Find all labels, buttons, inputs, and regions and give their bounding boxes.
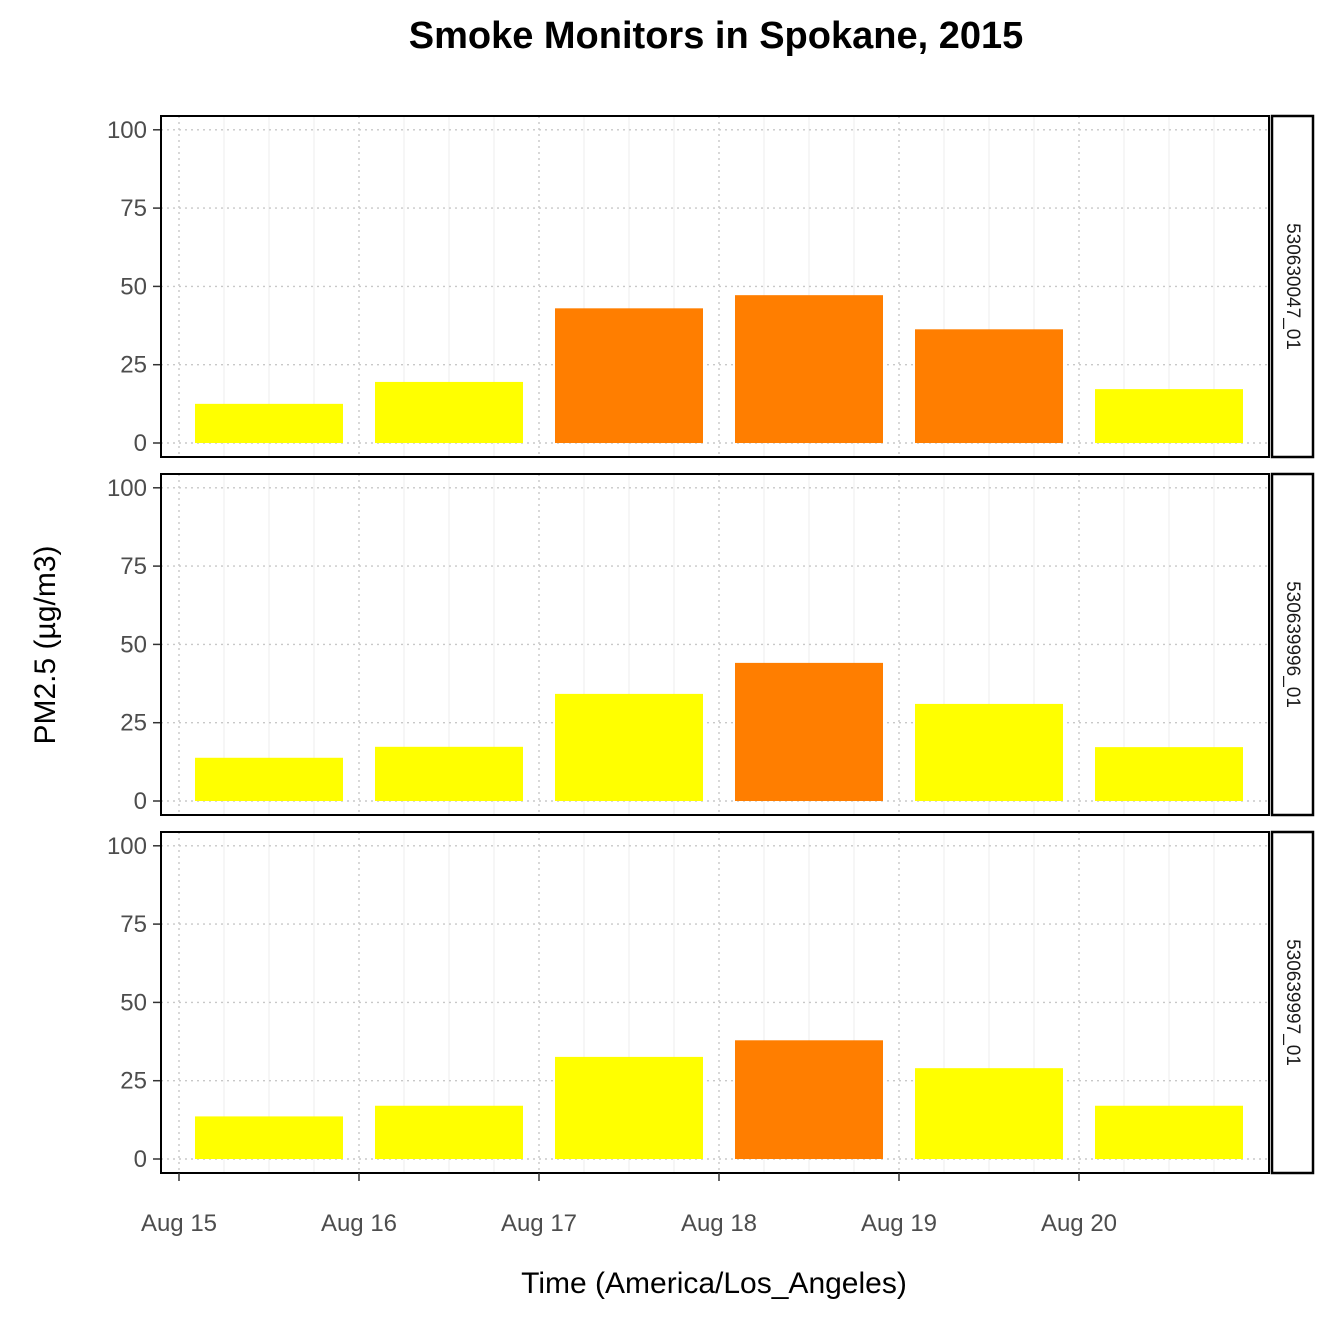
bar-aug-15 <box>195 403 343 443</box>
y-tick-label: 100 <box>107 117 147 144</box>
y-tick-label: 50 <box>120 631 147 658</box>
bar-aug-20 <box>1095 389 1243 443</box>
facet-strip-label: 530639997_01 <box>1282 939 1303 1066</box>
bar-aug-18 <box>735 295 883 443</box>
bar-aug-16 <box>375 1105 523 1159</box>
x-tick-label: Aug 19 <box>861 1210 937 1237</box>
y-tick-label: 75 <box>120 195 147 222</box>
y-tick-label: 25 <box>120 1068 147 1095</box>
panel-border <box>160 115 1270 458</box>
bar-aug-20 <box>1095 747 1243 801</box>
x-tick-label: Aug 16 <box>321 1210 397 1237</box>
bar-aug-19 <box>915 703 1063 801</box>
panel-530639997_01: 0 25 50 75 100 530639997_01 <box>107 830 1315 1175</box>
bar-aug-16 <box>375 381 523 443</box>
bar-aug-15 <box>195 1116 343 1159</box>
facet-strip <box>1270 830 1315 1175</box>
panel-530639996_01: 0 25 50 75 100 530639996_01 <box>107 472 1315 817</box>
y-tick-label: 0 <box>134 788 147 815</box>
x-tick-label: Aug 15 <box>141 1210 217 1237</box>
y-tick-label: 75 <box>120 553 147 580</box>
facet-strip-label: 530639996_01 <box>1282 581 1303 708</box>
y-tick-label: 25 <box>120 352 147 379</box>
y-tick-label: 50 <box>120 273 147 300</box>
x-tick-label: Aug 20 <box>1041 1210 1117 1237</box>
x-axis-title: Time (America/Los_Angeles) <box>521 1267 907 1300</box>
panel-border <box>160 831 1270 1174</box>
bar-aug-18 <box>735 662 883 801</box>
chart-title: Smoke Monitors in Spokane, 2015 <box>409 15 1024 57</box>
bar-aug-17 <box>555 308 703 443</box>
y-tick-label: 100 <box>107 833 147 860</box>
bar-aug-17 <box>555 693 703 801</box>
bar-aug-17 <box>555 1056 703 1159</box>
facet-strip <box>1270 114 1315 459</box>
y-tick-label: 0 <box>134 1146 147 1173</box>
y-tick-label: 100 <box>107 475 147 502</box>
x-axis: Aug 15 Aug 16 Aug 17 Aug 18 Aug 19 Aug 20 <box>141 1173 1117 1237</box>
y-tick-label: 50 <box>120 989 147 1016</box>
facet-strip <box>1270 472 1315 817</box>
panel-border <box>160 473 1270 816</box>
y-tick-label: 75 <box>120 911 147 938</box>
bar-aug-19 <box>915 1068 1063 1159</box>
bar-aug-18 <box>735 1040 883 1159</box>
y-axis-title: PM2.5 (µg/m3) <box>29 546 62 745</box>
panel-530630047_01: 0 25 50 75 100 530630047_01 <box>107 114 1315 459</box>
y-tick-label: 25 <box>120 710 147 737</box>
bar-aug-20 <box>1095 1105 1243 1159</box>
facet-strip-label: 530630047_01 <box>1282 223 1303 350</box>
bar-aug-15 <box>195 757 343 801</box>
panels: 0 25 50 75 100 530630047_01 0 25 50 75 100 53063999… <box>107 114 1315 1175</box>
x-tick-label: Aug 18 <box>681 1210 757 1237</box>
y-tick-label: 0 <box>134 430 147 457</box>
x-tick-label: Aug 17 <box>501 1210 577 1237</box>
bar-aug-19 <box>915 329 1063 443</box>
bar-aug-16 <box>375 746 523 801</box>
